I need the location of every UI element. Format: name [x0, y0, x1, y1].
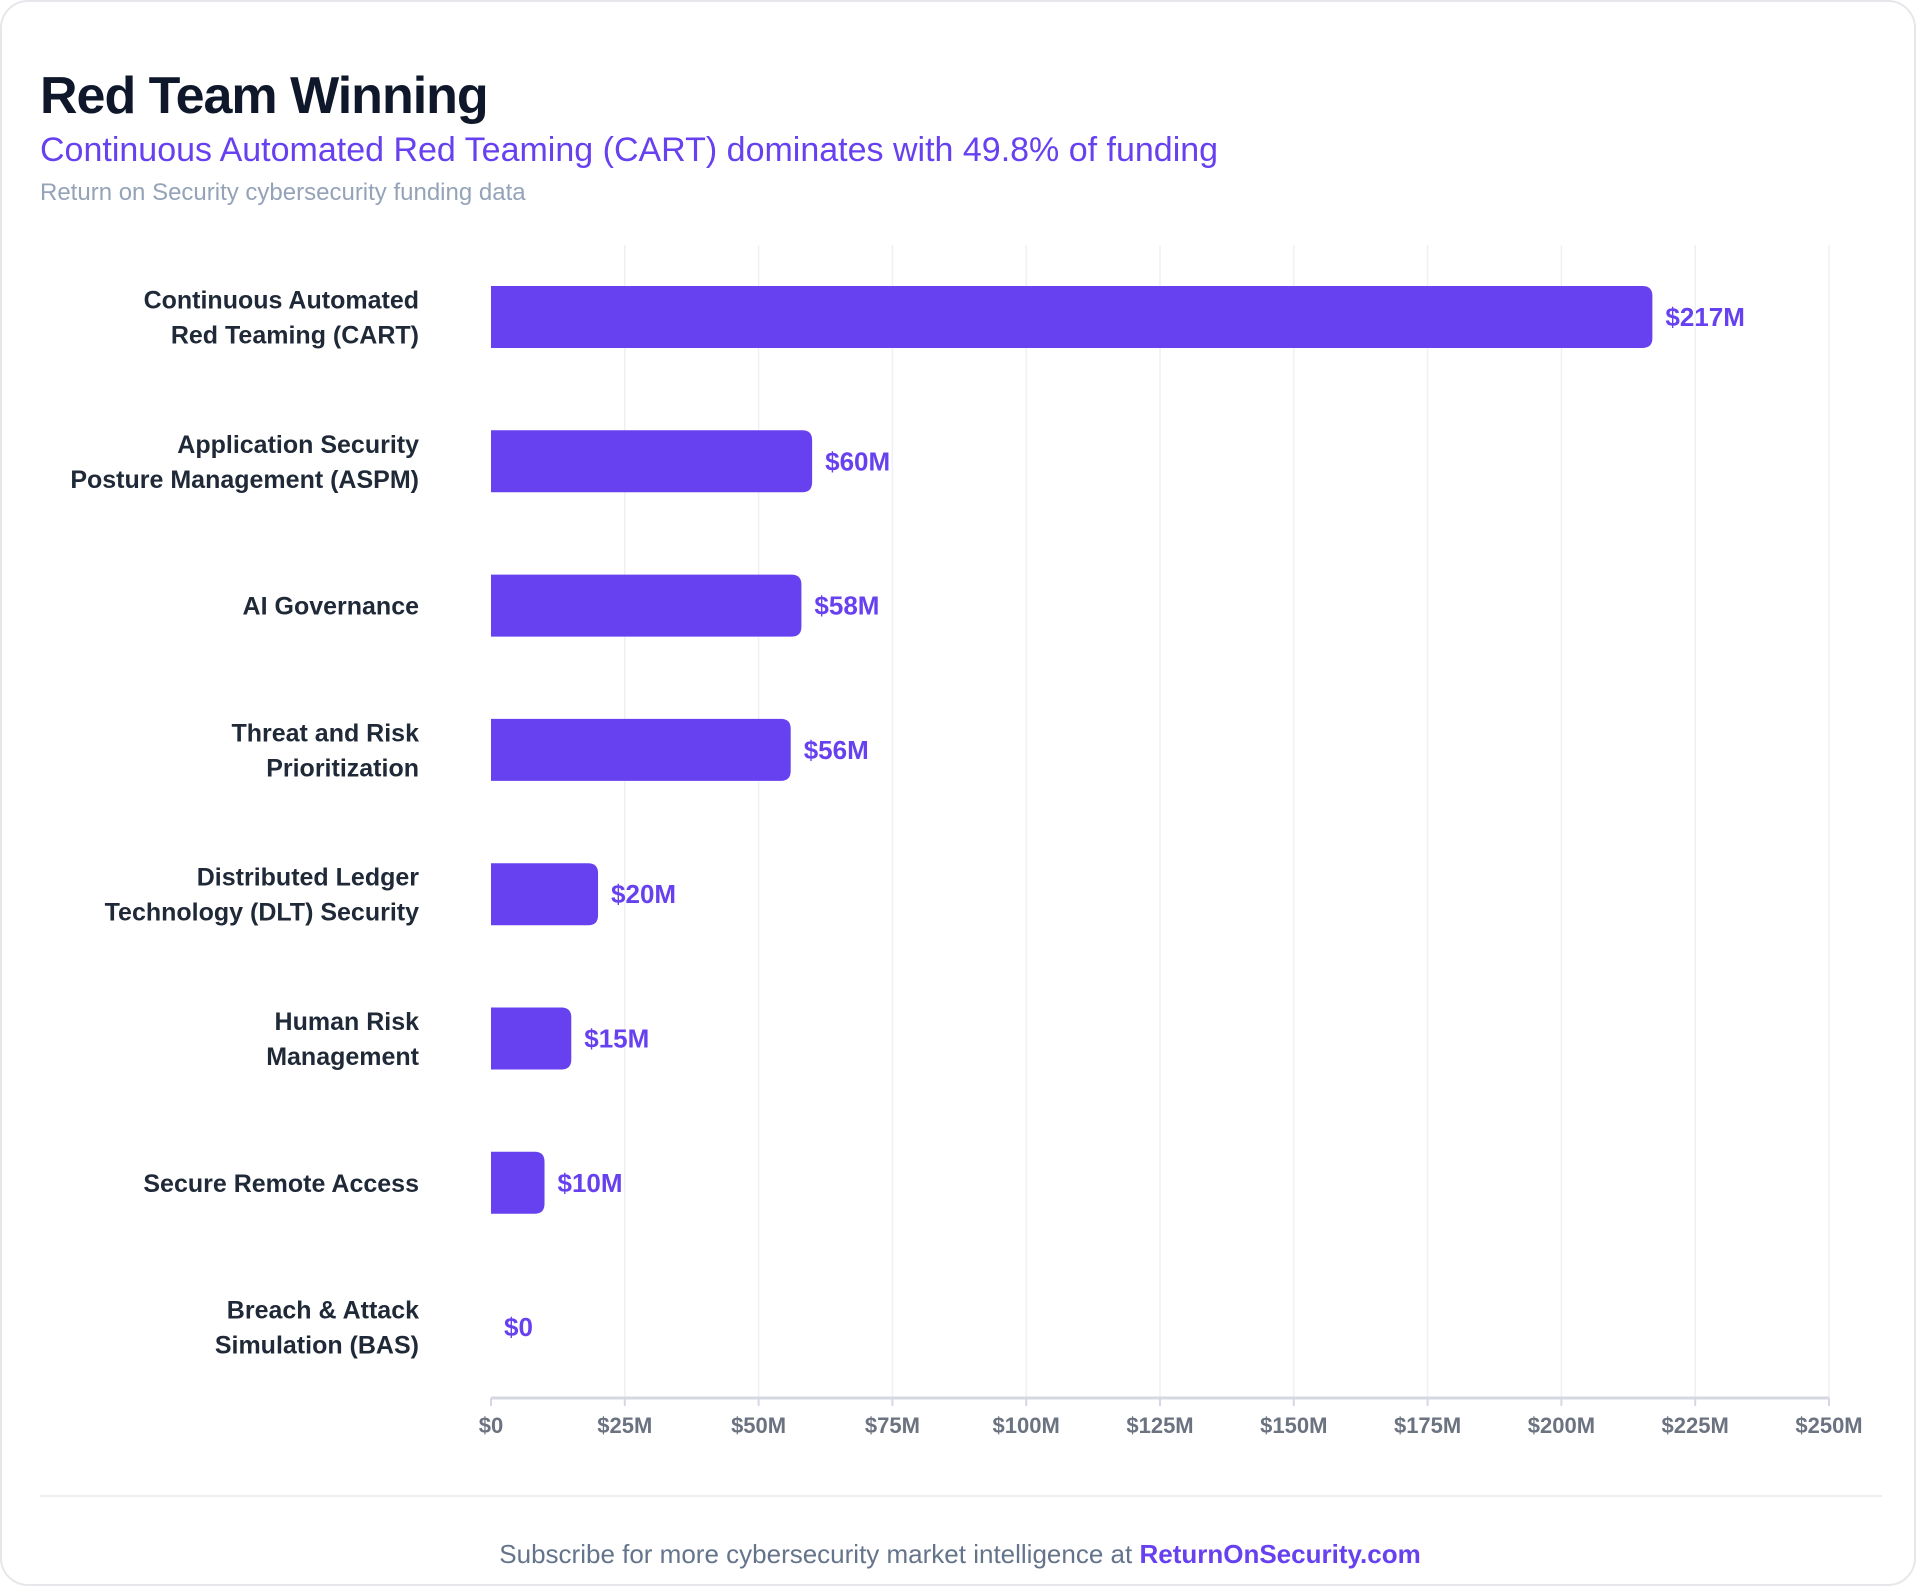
bars — [491, 286, 1653, 1214]
category-labels: Continuous Automated Red Teaming (CART) Ap… — [70, 287, 419, 1360]
category-label: Distributed Ledger Technology (DLT) Secur… — [105, 864, 420, 927]
chart-subtitle: Continuous Automated Red Teaming (CART) … — [40, 131, 1219, 169]
x-tick-label: $0 — [479, 1413, 503, 1438]
category-label-line: Secure Remote Access — [143, 1170, 419, 1198]
value-label: $60M — [825, 446, 890, 476]
category-label-line: Technology (DLT) Security — [105, 899, 419, 927]
bar — [491, 430, 813, 493]
footer-link[interactable]: ReturnOnSecurity.com — [1139, 1539, 1421, 1569]
x-tick-label: $125M — [1126, 1413, 1193, 1438]
bar — [491, 863, 599, 926]
x-axis: $0 $25M $50M $75M $100M $125M $150M $175M $200M $… — [479, 1396, 1863, 1438]
value-label: $56M — [804, 735, 869, 765]
footer: Subscribe for more cybersecurity market … — [2, 1537, 1914, 1571]
bar — [491, 1007, 572, 1070]
value-label: $20M — [611, 879, 676, 909]
footer-text: Subscribe for more cybersecurity market … — [499, 1539, 1133, 1569]
x-tick-label: $50M — [731, 1413, 786, 1438]
category-label-line: AI Governance — [243, 593, 420, 621]
category-label-line: Posture Management (ASPM) — [70, 466, 419, 494]
value-label: $0 — [504, 1312, 533, 1342]
category-label-line: Prioritization — [266, 754, 419, 782]
category-label-line: Breach & Attack — [227, 1297, 419, 1325]
value-label: $10M — [558, 1168, 623, 1198]
x-tick-label: $100M — [993, 1413, 1060, 1438]
category-label: Breach & Attack Simulation (BAS) — [215, 1297, 419, 1360]
x-tick-label: $25M — [597, 1413, 652, 1438]
category-label: Threat and Risk Prioritization — [231, 719, 419, 782]
chart-title: Red Team Winning — [40, 67, 489, 125]
category-label-line: Red Teaming (CART) — [171, 322, 419, 350]
category-label-line: Simulation (BAS) — [215, 1332, 419, 1360]
category-label: AI Governance — [243, 593, 420, 621]
value-labels: $217M $60M $58M $56M $20M $15M $10M $0 — [504, 302, 1745, 1342]
gridlines — [624, 245, 1830, 1398]
bar — [491, 286, 1653, 348]
bar — [491, 1151, 545, 1214]
value-label: $15M — [584, 1024, 649, 1054]
chart-source-note: Return on Security cybersecurity funding… — [40, 179, 526, 206]
category-label: Continuous Automated Red Teaming (CART) — [144, 287, 419, 350]
category-label-line: Continuous Automated — [144, 287, 419, 315]
x-tick-label: $250M — [1795, 1413, 1862, 1438]
category-label: Application Security Posture Management (… — [70, 431, 419, 494]
category-label-line: Human Risk — [275, 1008, 420, 1036]
category-label-line: Distributed Ledger — [197, 864, 420, 892]
x-tick-label: $150M — [1260, 1413, 1327, 1438]
footer-divider — [40, 1495, 1882, 1497]
category-label: Human Risk Management — [266, 1008, 419, 1071]
category-label: Secure Remote Access — [143, 1170, 419, 1198]
x-tick-label: $225M — [1662, 1413, 1729, 1438]
category-label-line: Application Security — [177, 431, 419, 459]
funding-bar-chart: $0 $25M $50M $75M $100M $125M $150M $175M $200M $… — [70, 245, 1863, 1438]
bar — [491, 718, 791, 781]
x-tick-label: $175M — [1394, 1413, 1461, 1438]
value-label: $217M — [1665, 302, 1745, 332]
category-label-line: Threat and Risk — [231, 719, 419, 747]
x-tick-label: $200M — [1528, 1413, 1595, 1438]
value-label: $58M — [814, 591, 879, 621]
bar — [491, 574, 802, 637]
category-label-line: Management — [266, 1043, 419, 1071]
x-tick-label: $75M — [865, 1413, 920, 1438]
